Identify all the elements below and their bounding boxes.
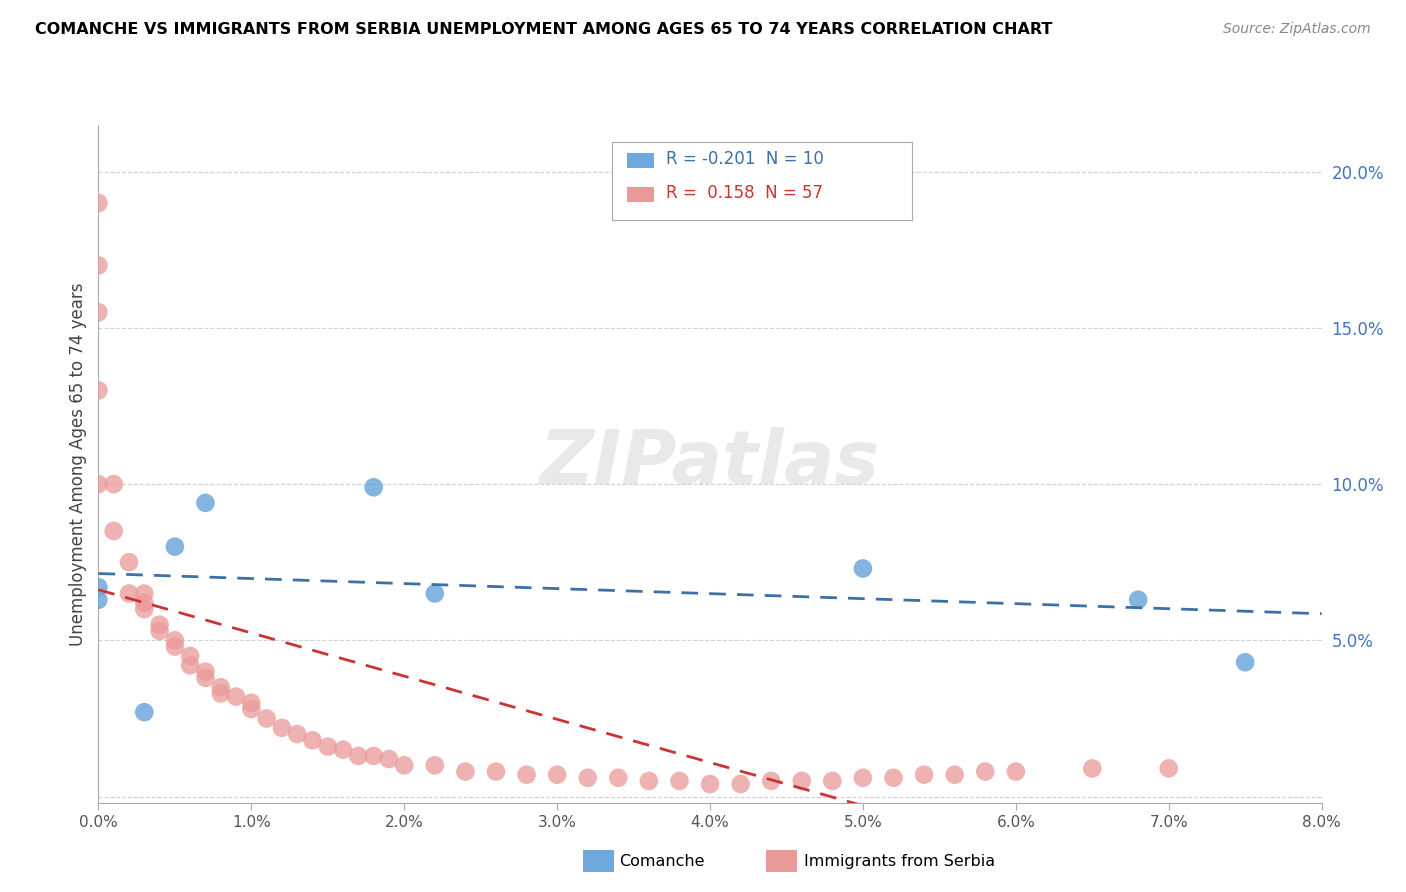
- Point: [209, 686, 232, 700]
- Point: [87, 592, 110, 607]
- Point: [118, 555, 141, 569]
- Point: [163, 633, 186, 648]
- Point: [103, 524, 125, 538]
- Point: [637, 773, 661, 788]
- Point: [149, 624, 172, 638]
- Point: [285, 727, 308, 741]
- Point: [912, 767, 935, 781]
- Point: [149, 617, 172, 632]
- Point: [668, 773, 690, 788]
- Point: [1004, 764, 1026, 779]
- FancyBboxPatch shape: [612, 142, 912, 219]
- Point: [392, 758, 416, 772]
- Point: [87, 196, 110, 211]
- Point: [363, 748, 385, 763]
- Point: [256, 711, 278, 725]
- Point: [699, 777, 721, 791]
- Point: [1157, 761, 1180, 775]
- Point: [546, 767, 568, 781]
- Point: [87, 384, 110, 398]
- Point: [790, 773, 813, 788]
- Point: [179, 658, 201, 673]
- Point: [87, 580, 110, 594]
- Point: [730, 777, 752, 791]
- Text: Immigrants from Serbia: Immigrants from Serbia: [804, 855, 995, 869]
- Point: [363, 480, 385, 494]
- Y-axis label: Unemployment Among Ages 65 to 74 years: Unemployment Among Ages 65 to 74 years: [69, 282, 87, 646]
- Point: [134, 596, 156, 610]
- Point: [759, 773, 782, 788]
- Text: Comanche: Comanche: [619, 855, 704, 869]
- Point: [209, 680, 232, 694]
- Point: [1234, 655, 1257, 669]
- Point: [103, 477, 125, 491]
- Point: [118, 586, 141, 600]
- Point: [163, 540, 186, 554]
- Point: [821, 773, 844, 788]
- Point: [454, 764, 477, 779]
- Point: [485, 764, 508, 779]
- Point: [852, 561, 875, 575]
- Point: [134, 705, 156, 719]
- Point: [194, 496, 217, 510]
- Point: [332, 742, 354, 756]
- Point: [179, 648, 201, 663]
- Point: [87, 305, 110, 319]
- Point: [378, 752, 401, 766]
- Point: [943, 767, 966, 781]
- Point: [270, 721, 294, 735]
- Point: [240, 696, 263, 710]
- Text: COMANCHE VS IMMIGRANTS FROM SERBIA UNEMPLOYMENT AMONG AGES 65 TO 74 YEARS CORREL: COMANCHE VS IMMIGRANTS FROM SERBIA UNEMP…: [35, 22, 1053, 37]
- Point: [87, 477, 110, 491]
- Point: [1128, 592, 1150, 607]
- Point: [1081, 761, 1104, 775]
- Point: [576, 771, 599, 785]
- Point: [301, 733, 323, 747]
- Point: [974, 764, 997, 779]
- Point: [194, 671, 217, 685]
- Point: [316, 739, 339, 754]
- Point: [516, 767, 538, 781]
- Point: [194, 665, 217, 679]
- Point: [87, 259, 110, 273]
- Point: [225, 690, 247, 704]
- Text: R = -0.201  N = 10: R = -0.201 N = 10: [666, 151, 824, 169]
- FancyBboxPatch shape: [627, 153, 654, 169]
- Point: [852, 771, 875, 785]
- Point: [134, 586, 156, 600]
- Point: [240, 702, 263, 716]
- Text: ZIPatlas: ZIPatlas: [540, 427, 880, 500]
- Point: [423, 758, 446, 772]
- Point: [347, 748, 370, 763]
- Text: Source: ZipAtlas.com: Source: ZipAtlas.com: [1223, 22, 1371, 37]
- Text: R =  0.158  N = 57: R = 0.158 N = 57: [666, 185, 823, 202]
- FancyBboxPatch shape: [627, 187, 654, 202]
- Point: [607, 771, 630, 785]
- Point: [883, 771, 905, 785]
- Point: [163, 640, 186, 654]
- Point: [134, 602, 156, 616]
- Point: [423, 586, 446, 600]
